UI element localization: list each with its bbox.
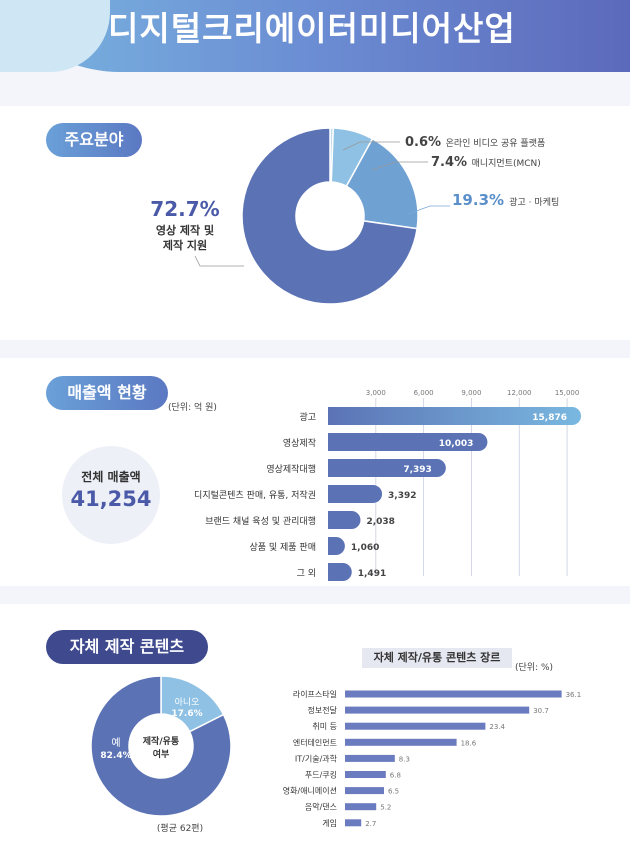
- revenue-section-title: 매출액 현황: [46, 376, 168, 410]
- genre-label-7: 음악/댄스: [305, 802, 337, 812]
- x-tick-label-2: 9,000: [461, 389, 481, 397]
- genre-value-1: 30.7: [533, 707, 549, 715]
- fields-section-title: 주요분야: [46, 123, 142, 157]
- genre-label-2: 취미 등: [312, 722, 337, 731]
- category-label-4: 브랜드 채널 육성 및 관리대행: [205, 515, 316, 527]
- genre-bar-8: [345, 819, 362, 827]
- value-label-1: 10,003: [439, 439, 474, 449]
- donut-center-line-1: 제작/유통: [143, 735, 179, 747]
- donut-label-1: 아니오: [175, 697, 200, 708]
- bar-4: [328, 511, 361, 529]
- page-title: 디지털크리에이터미디어산업: [108, 9, 516, 48]
- bar-1: [328, 433, 488, 451]
- genre-label-5: 푸드/쿠킹: [305, 770, 337, 780]
- genre-value-0: 36.1: [566, 691, 582, 699]
- genre-value-6: 6.5: [388, 788, 399, 796]
- bar-5: [328, 537, 345, 555]
- bar-0: [328, 407, 582, 425]
- donut-slice-0: [90, 675, 232, 817]
- average-note: (평균 62편): [156, 824, 204, 834]
- revenue-bar-chart: 3,000 6,000 9,000 12,000 15,000 광고 15,876 영상제작 1…: [194, 389, 582, 581]
- leader-line-0: [342, 141, 400, 151]
- genre-value-3: 18.6: [461, 739, 477, 747]
- donut-label-0: 예: [111, 737, 120, 749]
- value-label-4: 2,038: [366, 517, 394, 527]
- revenue-section: 매출액 현황 (단위: 억 원) 전체 매출액 41,254 3,000 6,00…: [0, 358, 630, 586]
- pie-label-0b: 제작 지원: [163, 238, 207, 252]
- genre-bar-0: [345, 690, 562, 698]
- genre-label-3: 엔터테인먼트: [293, 737, 337, 747]
- total-revenue-circle: 전체 매출액 41,254: [62, 446, 160, 544]
- genre-chart-title: 자체 제작/유통 콘텐츠 장르: [362, 648, 512, 668]
- donut-value-1: 17.6%: [171, 709, 202, 719]
- total-revenue-value: 41,254: [70, 487, 152, 511]
- genre-bar-chart: 라이프스타일 36.1 정보전달 30.7 취미 등 23.4 엔터테인먼트 18.6 IT/기…: [283, 689, 582, 828]
- x-tick-label-1: 6,000: [414, 389, 434, 397]
- total-revenue-label: 전체 매출액: [81, 470, 141, 484]
- genre-value-4: 8.3: [399, 755, 410, 763]
- genre-bar-2: [345, 722, 486, 730]
- category-label-2: 영상제작대행: [266, 463, 316, 475]
- own-content-section: 자체 제작 콘텐츠 아니오 17.6% 예 82.4% 제작/유통 여부 (평균 62편)…: [0, 604, 630, 848]
- pie-label-0a: 영상 제작 및: [156, 223, 214, 237]
- x-tick-label-3: 12,000: [507, 389, 532, 397]
- donut-center-line-2: 여부: [153, 748, 170, 760]
- value-label-2: 7,393: [403, 465, 431, 475]
- genre-value-5: 6.8: [390, 772, 401, 780]
- value-label-5: 1,060: [351, 543, 379, 553]
- field-pie-chart: 0.6% 온라인 비디오 공유 플랫폼 7.4% 매니지먼트(MCN) 19.3% …: [150, 127, 559, 305]
- genre-chart-unit: (단위: %): [515, 663, 554, 673]
- genre-label-8: 게임: [322, 818, 337, 828]
- genre-label-1: 정보전달: [308, 705, 338, 715]
- genre-label-6: 영화/애니메이션: [283, 786, 337, 796]
- genre-bar-6: [345, 787, 384, 795]
- pie-value-0: 72.7%: [150, 197, 219, 221]
- page-header: 디지털크리에이터미디어산업: [0, 0, 630, 72]
- pie-label-3: 0.6% 온라인 비디오 공유 플랫폼: [405, 135, 545, 150]
- leader-line-3: [194, 255, 244, 267]
- category-label-5: 상품 및 제품 판매: [249, 541, 316, 553]
- leader-line-2: [407, 205, 450, 215]
- pie-label-2: 7.4% 매니지먼트(MCN): [431, 155, 541, 170]
- genre-value-7: 5.2: [380, 804, 391, 812]
- category-label-6: 그 외: [297, 567, 316, 579]
- genre-bar-5: [345, 771, 386, 778]
- category-label-0: 광고: [299, 411, 316, 423]
- bar-3: [328, 485, 383, 503]
- fields-section: 주요분야 0.6% 온라인 비디오 공유 플랫폼 7.4% 매니지먼트(MCN) 1…: [0, 106, 630, 340]
- leader-line-1: [371, 161, 428, 171]
- genre-bar-7: [345, 803, 377, 811]
- genre-value-8: 2.7: [365, 820, 376, 828]
- genre-label-0: 라이프스타일: [293, 689, 337, 699]
- pie-label-1: 19.3% 광고 · 마케팅: [452, 191, 559, 209]
- category-label-1: 영상제작: [283, 438, 316, 449]
- donut-value-0: 82.4%: [100, 751, 131, 761]
- genre-label-4: IT/기술/과학: [295, 753, 338, 763]
- genre-bar-3: [345, 738, 457, 746]
- genre-value-2: 23.4: [489, 723, 505, 731]
- pie-slice-1: [345, 137, 419, 230]
- pie-slice-0: [241, 127, 418, 305]
- genre-bar-4: [345, 754, 395, 762]
- category-label-3: 디지털콘텐츠 판매, 유통, 저작권: [194, 489, 316, 501]
- x-tick-label-4: 15,000: [555, 389, 580, 397]
- value-label-3: 3,392: [388, 491, 416, 501]
- revenue-unit: (단위: 억 원): [168, 403, 217, 413]
- value-label-0: 15,876: [532, 413, 567, 423]
- bar-6: [328, 563, 352, 581]
- bar-2: [328, 459, 446, 477]
- genre-bar-1: [345, 706, 530, 714]
- value-label-6: 1,491: [358, 569, 386, 579]
- x-tick-label-0: 3,000: [366, 389, 386, 397]
- own-content-section-title: 자체 제작 콘텐츠: [46, 630, 208, 664]
